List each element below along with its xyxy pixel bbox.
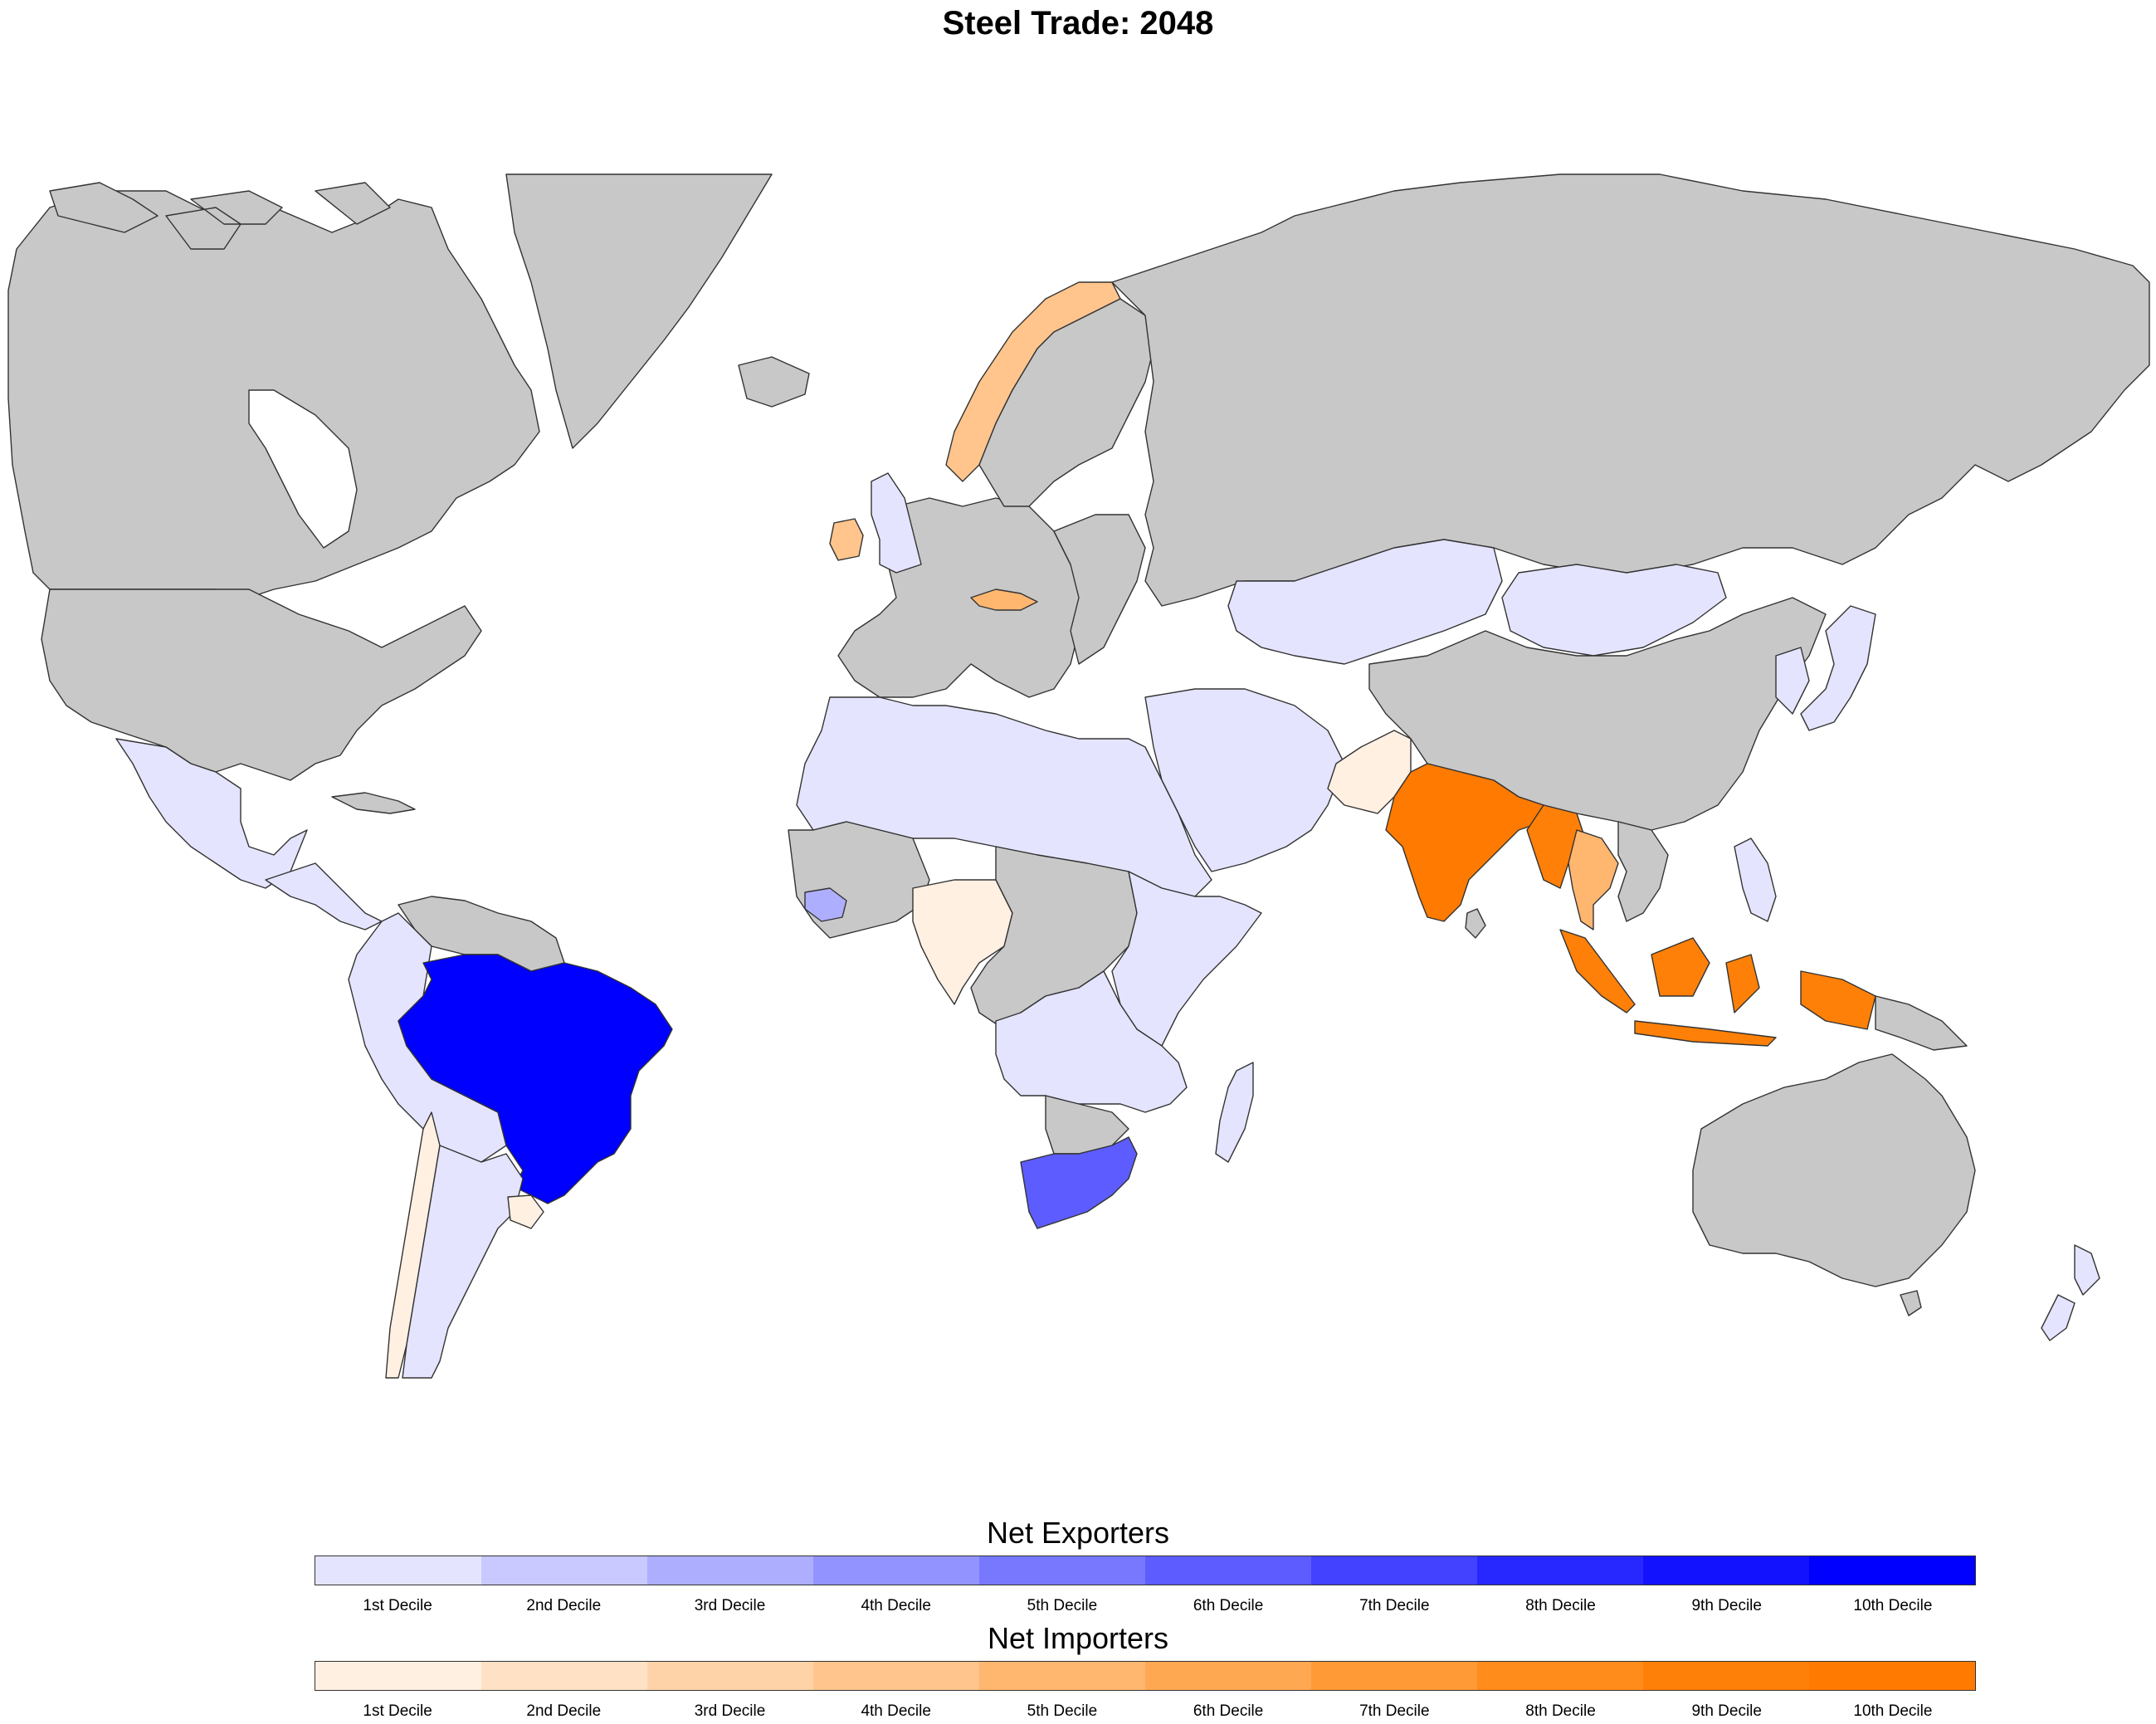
india[interactable] [1385, 763, 1544, 922]
importers-swatch [1477, 1662, 1643, 1690]
importers-decile-label: 6th Decile [1193, 1702, 1264, 1720]
eastern-europe[interactable] [1053, 514, 1146, 665]
thailand[interactable] [1568, 829, 1619, 930]
importers-decile-label: 5th Decile [1027, 1702, 1098, 1720]
exporters-swatch [481, 1556, 647, 1585]
importers-decile-label: 9th Decile [1691, 1702, 1762, 1720]
arctic-islands[interactable] [49, 182, 391, 250]
south-africa[interactable] [1020, 1136, 1138, 1229]
importers-decile-label: 3rd Decile [694, 1702, 766, 1720]
uruguay[interactable] [507, 1194, 544, 1229]
importers-decile-label: 4th Decile [861, 1702, 931, 1720]
importers-swatch [1643, 1662, 1809, 1690]
map-title: Steel Trade: 2048 [942, 5, 1214, 42]
importers-swatch [315, 1662, 481, 1690]
russia[interactable] [1111, 173, 2150, 607]
greenland[interactable] [505, 173, 773, 449]
cuba[interactable] [331, 792, 416, 814]
exporters-decile-label: 7th Decile [1359, 1597, 1430, 1614]
west-africa[interactable] [788, 821, 930, 939]
importers-decile-label: 8th Decile [1525, 1702, 1596, 1720]
exporters-decile-label: 4th Decile [861, 1597, 931, 1614]
indochina[interactable] [1617, 821, 1669, 922]
exporters-decile-label: 6th Decile [1193, 1597, 1264, 1614]
exporters-decile-label: 5th Decile [1027, 1597, 1098, 1614]
exporters-decile-label: 10th Decile [1853, 1597, 1933, 1614]
importers-decile-label: 1st Decile [363, 1702, 432, 1720]
importers-swatch [1145, 1662, 1311, 1690]
exporters-swatch [813, 1556, 979, 1585]
importers-decile-labels: 1st Decile 2nd Decile 3rd Decile 4th Decile… [315, 1702, 1976, 1721]
southern-africa[interactable] [995, 970, 1188, 1113]
indonesia[interactable] [1559, 929, 1876, 1047]
united-kingdom[interactable] [871, 472, 922, 574]
guinea[interactable] [804, 887, 847, 922]
canada[interactable] [7, 190, 540, 598]
kazakhstan[interactable] [1227, 539, 1503, 665]
importers-swatch [979, 1662, 1145, 1690]
tasmania[interactable] [1900, 1290, 1922, 1316]
iceland[interactable] [738, 356, 810, 408]
exporters-decile-label: 2nd Decile [526, 1597, 602, 1614]
sri-lanka[interactable] [1465, 908, 1486, 939]
importers-swatch [813, 1662, 979, 1690]
japan-korea[interactable] [1775, 605, 1876, 731]
exporters-decile-label: 8th Decile [1525, 1597, 1596, 1614]
east-africa[interactable] [1111, 871, 1262, 1047]
importers-color-bar [315, 1661, 1976, 1691]
exporters-swatch [647, 1556, 813, 1585]
austria[interactable] [970, 589, 1038, 611]
philippines[interactable] [1734, 838, 1777, 922]
exporters-swatch [979, 1556, 1145, 1585]
bangladesh-myanmar[interactable] [1526, 804, 1586, 889]
exporters-legend-title: Net Exporters [986, 1516, 1170, 1550]
importers-swatch [647, 1662, 813, 1690]
exporters-swatch [315, 1556, 481, 1585]
importers-swatch [1809, 1662, 1975, 1690]
exporters-swatch [1477, 1556, 1643, 1585]
exporters-swatch [1145, 1556, 1311, 1585]
argentina[interactable] [402, 1145, 524, 1379]
exporters-decile-label: 1st Decile [363, 1597, 432, 1614]
exporters-swatch [1809, 1556, 1975, 1585]
importers-decile-label: 7th Decile [1359, 1702, 1430, 1720]
importers-decile-label: 10th Decile [1853, 1702, 1933, 1720]
importers-swatch [481, 1662, 647, 1690]
exporters-decile-labels: 1st Decile 2nd Decile 3rd Decile 4th Decile… [315, 1597, 1976, 1615]
mexico[interactable] [115, 738, 308, 889]
exporters-swatch [1311, 1556, 1477, 1585]
mongolia[interactable] [1501, 564, 1727, 657]
exporters-decile-label: 3rd Decile [694, 1597, 766, 1614]
exporters-color-bar [315, 1556, 1976, 1585]
brazil[interactable] [398, 954, 673, 1204]
central-america[interactable] [265, 862, 383, 930]
exporters-decile-label: 9th Decile [1691, 1597, 1762, 1614]
madagascar[interactable] [1215, 1062, 1254, 1163]
exporters-swatch [1643, 1556, 1809, 1585]
importers-decile-label: 2nd Decile [526, 1702, 602, 1720]
importers-swatch [1311, 1662, 1477, 1690]
importers-legend-title: Net Importers [987, 1621, 1169, 1655]
nigeria[interactable] [912, 879, 1013, 1005]
australia[interactable] [1692, 1053, 1976, 1287]
new-zealand[interactable] [2041, 1244, 2100, 1341]
papua-new-guinea[interactable] [1875, 995, 1968, 1051]
united-states[interactable] [41, 589, 482, 781]
ireland[interactable] [829, 518, 864, 561]
